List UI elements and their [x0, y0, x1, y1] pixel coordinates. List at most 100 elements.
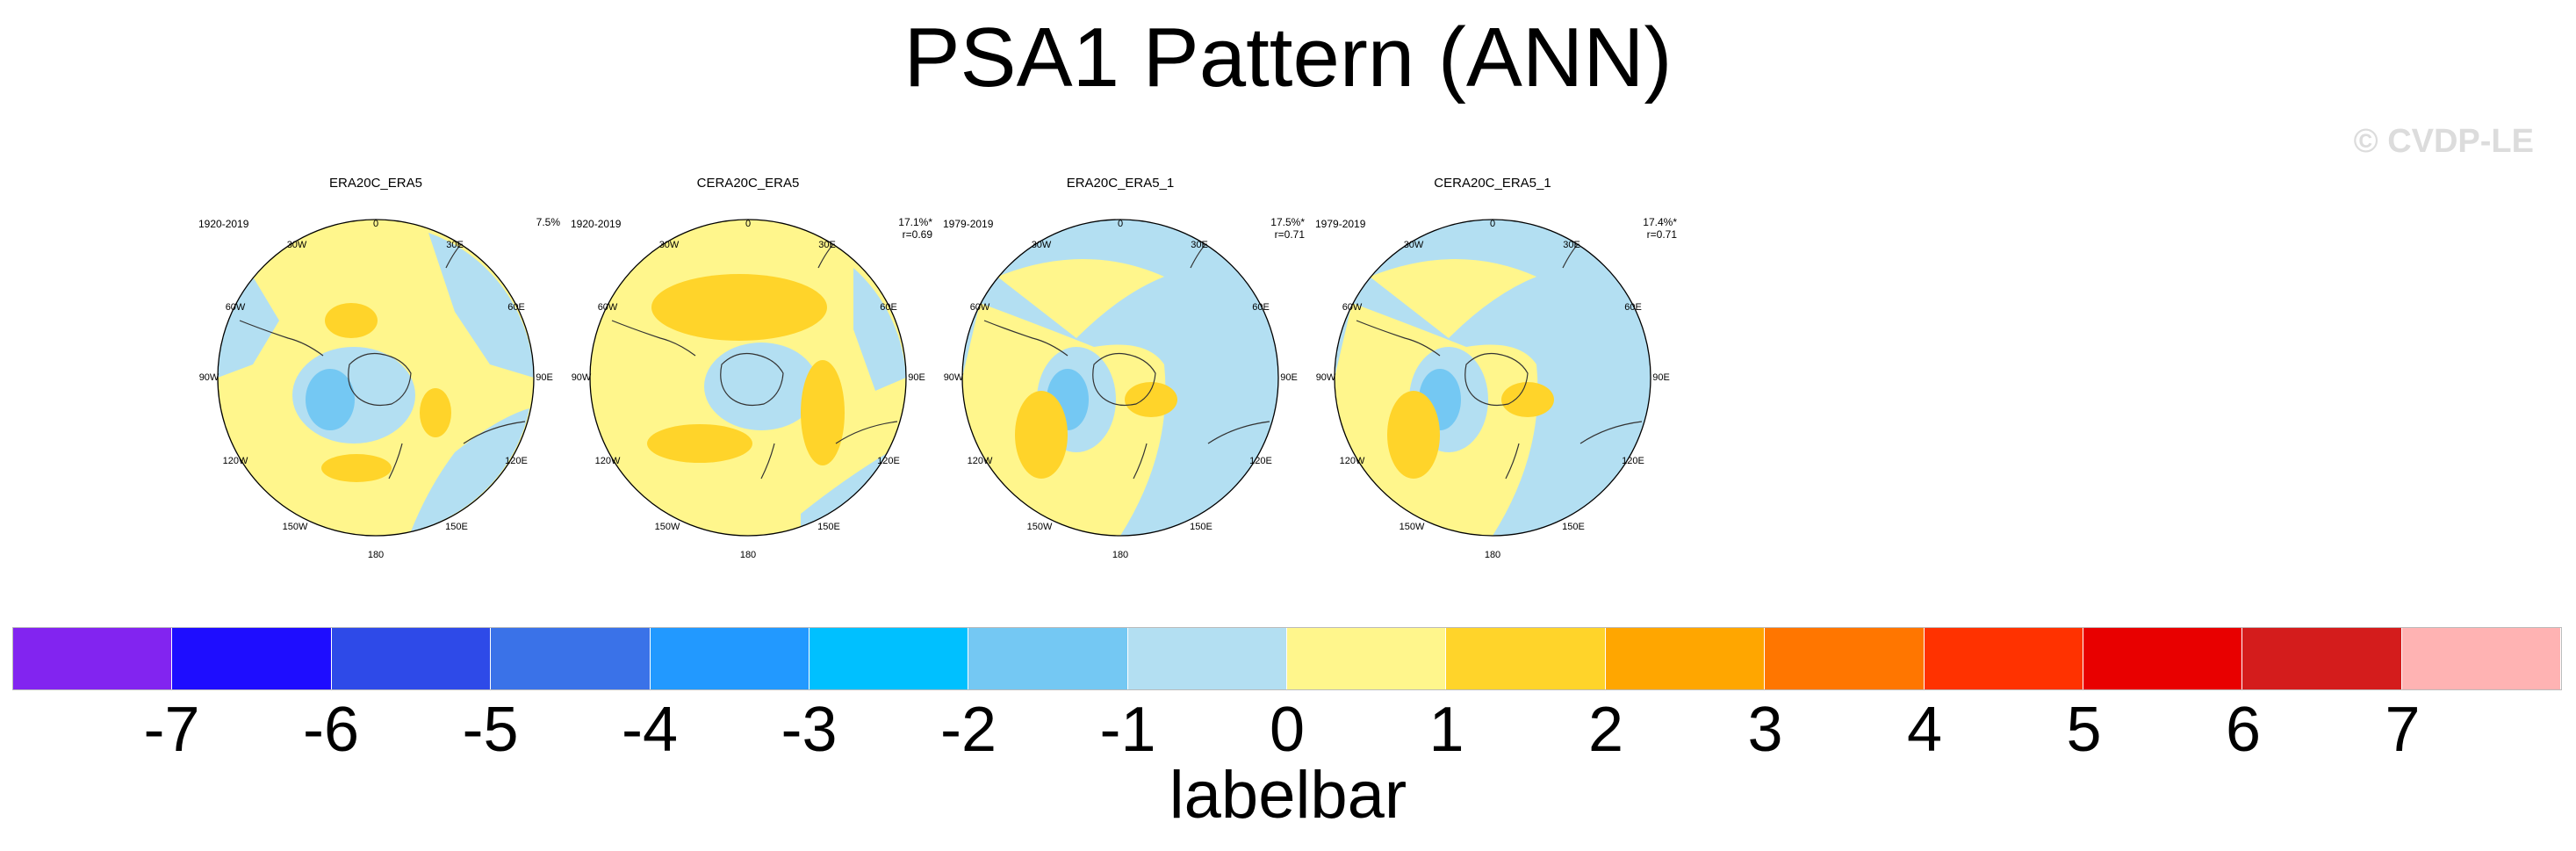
map-panel: ERA20C_ERA5_1 1979-2019 17.5%* r=0.71 0 30E 60… — [936, 176, 1305, 562]
longitude-label: 180 — [739, 550, 757, 560]
variance-text: 17.5%* — [1270, 216, 1305, 228]
longitude-label: 150W — [282, 522, 308, 532]
longitude-label: 60E — [1252, 302, 1270, 313]
longitude-label: 60W — [969, 302, 990, 313]
longitude-label: 30E — [818, 240, 836, 250]
longitude-label: 120W — [967, 456, 993, 466]
panel-period: 1920-2019 — [198, 218, 249, 230]
longitude-label: 60W — [225, 302, 246, 313]
pattern-correlation: r=0.71 — [1274, 228, 1305, 241]
labelbar-color-box — [1765, 628, 1925, 689]
negative-anomaly-region — [306, 369, 355, 430]
positive-anomaly-region — [1015, 391, 1068, 479]
labelbar-color-box — [2083, 628, 2243, 689]
longitude-label: 30W — [286, 240, 307, 250]
longitude-label: 30E — [1563, 240, 1580, 250]
longitude-label: 150W — [654, 522, 680, 532]
longitude-label: 150E — [445, 522, 468, 532]
panel-percent-variance: 7.5% — [536, 216, 560, 228]
longitude-label: 90W — [943, 372, 964, 383]
panel-period: 1979-2019 — [1315, 218, 1366, 230]
longitude-label: 150W — [1399, 522, 1425, 532]
labelbar-tick-label: 1 — [1428, 695, 1464, 765]
longitude-label: 150E — [1562, 522, 1585, 532]
labelbar-color-box — [172, 628, 332, 689]
labelbar-tick-label: -5 — [462, 695, 519, 765]
longitude-label: 0 — [745, 219, 752, 229]
polar-map — [961, 219, 1279, 537]
panel-percent-variance: 17.5%* r=0.71 — [1270, 216, 1305, 241]
positive-anomaly-region — [1501, 382, 1554, 417]
labelbar-color-box — [968, 628, 1128, 689]
longitude-label: 120E — [505, 456, 528, 466]
positive-anomaly-region — [1387, 391, 1440, 479]
panel-percent-variance: 17.4%* r=0.71 — [1643, 216, 1677, 241]
longitude-label: 30W — [1031, 240, 1052, 250]
polar-map — [589, 219, 907, 537]
negative-anomaly-region — [428, 233, 534, 378]
longitude-label: 90W — [1315, 372, 1336, 383]
labelbar-tick-label: 3 — [1747, 695, 1783, 765]
coastline — [1356, 241, 1643, 480]
labelbar-tick-label: 4 — [1906, 695, 1943, 765]
map-panel: CERA20C_ERA5 1920-2019 17.1%* r=0.69 0 30E 60E… — [564, 176, 932, 562]
positive-anomaly-region — [1125, 382, 1177, 417]
panel-period: 1920-2019 — [571, 218, 622, 230]
variance-text: 17.4%* — [1643, 216, 1677, 228]
longitude-label: 90W — [571, 372, 592, 383]
longitude-label: 120E — [1249, 456, 1272, 466]
longitude-label: 60W — [1342, 302, 1363, 313]
polar-map — [1334, 219, 1651, 537]
longitude-label: 90E — [1280, 372, 1298, 383]
labelbar-color-box — [1446, 628, 1606, 689]
labelbar-color-box — [650, 628, 809, 689]
positive-anomaly-region — [651, 274, 827, 341]
longitude-label: 180 — [367, 550, 385, 560]
variance-text: 7.5% — [536, 216, 560, 228]
panel-title: ERA20C_ERA5 — [329, 176, 422, 191]
longitude-label: 30E — [446, 240, 464, 250]
longitude-label: 30W — [658, 240, 680, 250]
labelbar-color-box — [2401, 628, 2561, 689]
labelbar-tick-label: 6 — [2225, 695, 2262, 765]
positive-anomaly-region — [325, 303, 378, 338]
map-border — [1334, 219, 1651, 537]
negative-anomaly-region — [853, 268, 906, 391]
variance-text: 17.1%* — [898, 216, 932, 228]
map-panel: ERA20C_ERA5 1920-2019 7.5% 0 30E 60E 90E 120E 15… — [191, 176, 560, 562]
panel-title: CERA20C_ERA5 — [696, 176, 800, 191]
longitude-label: 60E — [507, 302, 525, 313]
longitude-label: 30W — [1403, 240, 1424, 250]
longitude-label: 120W — [594, 456, 621, 466]
pattern-correlation: r=0.69 — [902, 228, 932, 241]
panel-title: CERA20C_ERA5_1 — [1434, 176, 1551, 191]
labelbar-color-box — [13, 628, 173, 689]
labelbar-tick-label: 5 — [2066, 695, 2102, 765]
labelbar-color-box — [1924, 628, 2083, 689]
longitude-label: 90E — [1652, 372, 1670, 383]
longitude-label: 150E — [1190, 522, 1212, 532]
labelbar-ticks: -7 -6 -5 -4 -3 -2 -1 0 1 2 3 4 5 6 7 — [0, 694, 2576, 773]
polar-map — [217, 219, 535, 537]
labelbar-tick-label: 0 — [1269, 695, 1306, 765]
longitude-label: 90E — [908, 372, 925, 383]
coastline — [611, 241, 898, 480]
coastline — [983, 241, 1270, 480]
longitude-label: 150E — [817, 522, 840, 532]
positive-anomaly-region — [997, 259, 1164, 338]
longitude-label: 30E — [1191, 240, 1208, 250]
watermark: © CVDP-LE — [2353, 123, 2534, 160]
longitude-label: 120E — [1622, 456, 1644, 466]
longitude-label: 90W — [198, 372, 219, 383]
labelbar-color-box — [809, 628, 969, 689]
longitude-label: 0 — [1117, 219, 1124, 229]
panel-period: 1979-2019 — [943, 218, 994, 230]
labelbar-color-box — [491, 628, 651, 689]
positive-anomaly-region — [420, 388, 451, 437]
longitude-label: 60W — [597, 302, 618, 313]
longitude-label: 150W — [1026, 522, 1053, 532]
map-panel: CERA20C_ERA5_1 1979-2019 17.4%* r=0.71 0 30E 6… — [1308, 176, 1677, 562]
labelbar-tick-label: 7 — [2385, 695, 2421, 765]
labelbar-tick-label: -4 — [621, 695, 679, 765]
longitude-label: 0 — [1489, 219, 1496, 229]
